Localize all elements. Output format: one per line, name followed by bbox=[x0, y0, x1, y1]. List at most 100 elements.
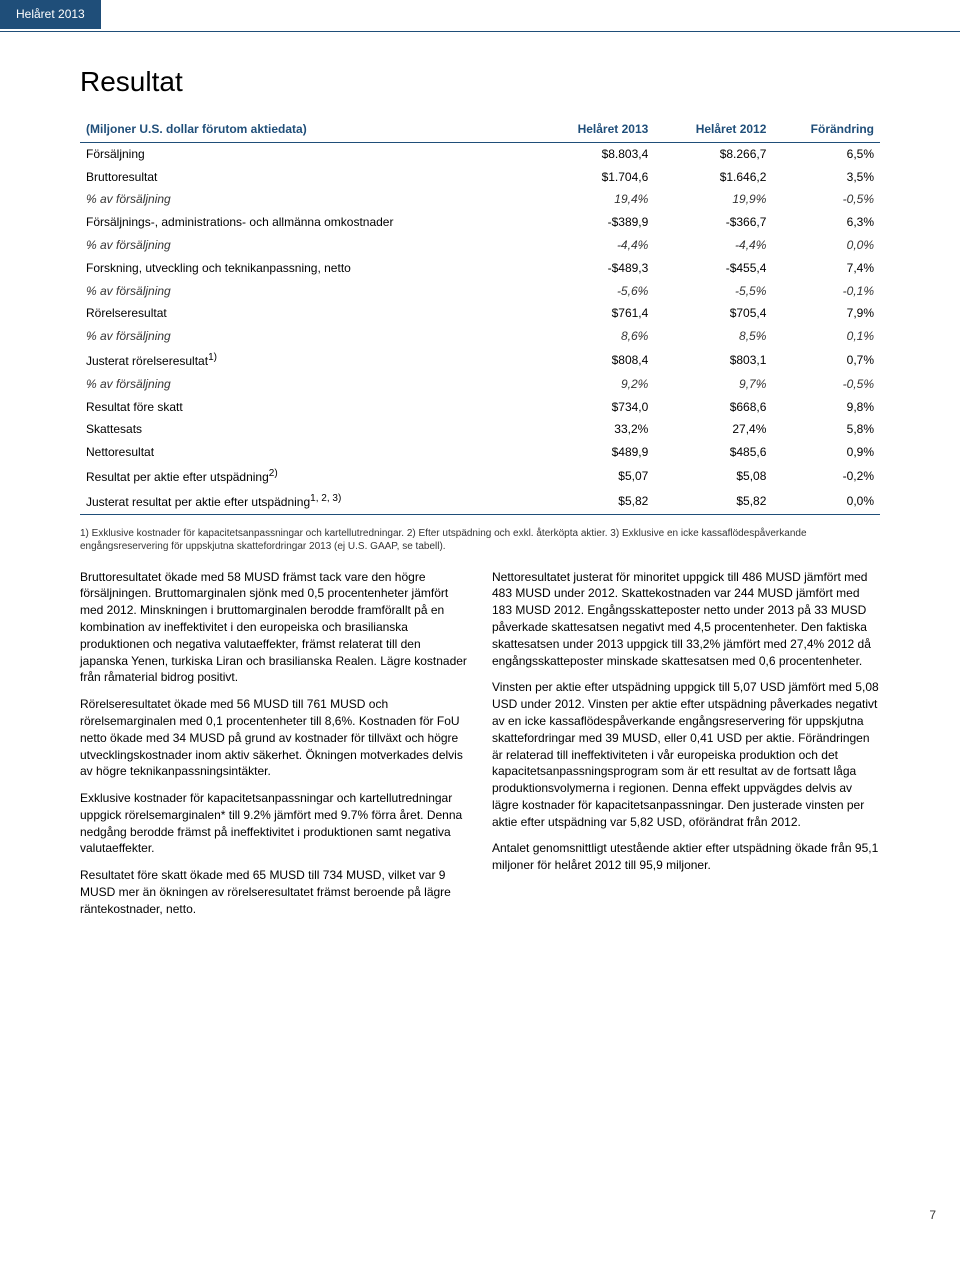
table-row: Resultat före skatt$734,0$668,69,8% bbox=[80, 396, 880, 419]
row-value: 0,1% bbox=[772, 325, 880, 348]
col-header-0: (Miljoner U.S. dollar förutom aktiedata) bbox=[80, 117, 536, 142]
row-value: 9,2% bbox=[536, 373, 654, 396]
left-column: Bruttoresultatet ökade med 58 MUSD främs… bbox=[80, 569, 468, 928]
row-value: $489,9 bbox=[536, 441, 654, 464]
row-value: 3,5% bbox=[772, 166, 880, 189]
body-paragraph: Vinsten per aktie efter utspädning uppgi… bbox=[492, 679, 880, 830]
row-superscript: 1, 2, 3) bbox=[310, 493, 341, 504]
row-value: -4,4% bbox=[654, 234, 772, 257]
col-header-1: Helåret 2013 bbox=[536, 117, 654, 142]
header-rule bbox=[0, 31, 960, 32]
row-label: Nettoresultat bbox=[80, 441, 536, 464]
header-tab: Helåret 2013 bbox=[0, 0, 101, 29]
col-header-3: Förändring bbox=[772, 117, 880, 142]
row-value: 33,2% bbox=[536, 418, 654, 441]
table-row: Rörelseresultat$761,4$705,47,9% bbox=[80, 302, 880, 325]
page-number: 7 bbox=[929, 1207, 936, 1224]
row-value: -$489,3 bbox=[536, 257, 654, 280]
row-value: 19,9% bbox=[654, 188, 772, 211]
row-value: $734,0 bbox=[536, 396, 654, 419]
row-value: $8.803,4 bbox=[536, 142, 654, 165]
table-row: % av försäljning9,2%9,7%-0,5% bbox=[80, 373, 880, 396]
table-row: % av försäljning8,6%8,5%0,1% bbox=[80, 325, 880, 348]
table-row: % av försäljning19,4%19,9%-0,5% bbox=[80, 188, 880, 211]
row-value: 6,3% bbox=[772, 211, 880, 234]
row-value: 27,4% bbox=[654, 418, 772, 441]
row-superscript: 2) bbox=[269, 468, 278, 479]
row-value: 9,7% bbox=[654, 373, 772, 396]
body-paragraph: Rörelseresultatet ökade med 56 MUSD till… bbox=[80, 696, 468, 780]
row-value: 7,9% bbox=[772, 302, 880, 325]
right-column: Nettoresultatet justerat för minoritet u… bbox=[492, 569, 880, 928]
row-value: -0,5% bbox=[772, 188, 880, 211]
row-value: 5,8% bbox=[772, 418, 880, 441]
col-header-2: Helåret 2012 bbox=[654, 117, 772, 142]
row-value: -0,2% bbox=[772, 464, 880, 489]
table-row: Justerat rörelseresultat1)$808,4$803,10,… bbox=[80, 348, 880, 373]
row-label: % av försäljning bbox=[80, 188, 536, 211]
table-footnote: 1) Exklusive kostnader för kapacitetsanp… bbox=[80, 527, 880, 553]
results-table: (Miljoner U.S. dollar förutom aktiedata)… bbox=[80, 117, 880, 515]
row-label: Rörelseresultat bbox=[80, 302, 536, 325]
row-label: Resultat per aktie efter utspädning2) bbox=[80, 464, 536, 489]
row-label: % av försäljning bbox=[80, 280, 536, 303]
row-value: 6,5% bbox=[772, 142, 880, 165]
table-row: Bruttoresultat$1.704,6$1.646,23,5% bbox=[80, 166, 880, 189]
row-value: $5,82 bbox=[654, 489, 772, 514]
body-paragraph: Nettoresultatet justerat för minoritet u… bbox=[492, 569, 880, 670]
body-paragraph: Antalet genomsnittligt utestående aktier… bbox=[492, 840, 880, 874]
row-value: 0,0% bbox=[772, 489, 880, 514]
row-label: Forskning, utveckling och teknikanpassni… bbox=[80, 257, 536, 280]
body-columns: Bruttoresultatet ökade med 58 MUSD främs… bbox=[80, 569, 880, 928]
row-value: $5,08 bbox=[654, 464, 772, 489]
table-row: Resultat per aktie efter utspädning2)$5,… bbox=[80, 464, 880, 489]
row-value: $1.704,6 bbox=[536, 166, 654, 189]
row-value: 8,6% bbox=[536, 325, 654, 348]
row-value: 7,4% bbox=[772, 257, 880, 280]
body-paragraph: Exklusive kostnader för kapacitetsanpass… bbox=[80, 790, 468, 857]
row-value: $803,1 bbox=[654, 348, 772, 373]
row-value: 9,8% bbox=[772, 396, 880, 419]
row-label: Resultat före skatt bbox=[80, 396, 536, 419]
row-label: % av försäljning bbox=[80, 325, 536, 348]
table-row: % av försäljning-5,6%-5,5%-0,1% bbox=[80, 280, 880, 303]
row-value: -$389,9 bbox=[536, 211, 654, 234]
table-row: Nettoresultat$489,9$485,60,9% bbox=[80, 441, 880, 464]
body-paragraph: Resultatet före skatt ökade med 65 MUSD … bbox=[80, 867, 468, 917]
row-value: $485,6 bbox=[654, 441, 772, 464]
row-value: -4,4% bbox=[536, 234, 654, 257]
row-value: 19,4% bbox=[536, 188, 654, 211]
row-label: Bruttoresultat bbox=[80, 166, 536, 189]
row-value: -5,5% bbox=[654, 280, 772, 303]
row-value: $5,82 bbox=[536, 489, 654, 514]
row-value: -$455,4 bbox=[654, 257, 772, 280]
row-value: 0,7% bbox=[772, 348, 880, 373]
row-value: $8.266,7 bbox=[654, 142, 772, 165]
row-value: 0,0% bbox=[772, 234, 880, 257]
row-value: 8,5% bbox=[654, 325, 772, 348]
row-value: $5,07 bbox=[536, 464, 654, 489]
row-label: Justerat resultat per aktie efter utspäd… bbox=[80, 489, 536, 514]
row-label: Försäljning bbox=[80, 142, 536, 165]
table-row: Skattesats33,2%27,4%5,8% bbox=[80, 418, 880, 441]
row-value: $808,4 bbox=[536, 348, 654, 373]
row-label: Skattesats bbox=[80, 418, 536, 441]
row-value: 0,9% bbox=[772, 441, 880, 464]
row-value: $705,4 bbox=[654, 302, 772, 325]
row-value: $761,4 bbox=[536, 302, 654, 325]
table-row: % av försäljning-4,4%-4,4%0,0% bbox=[80, 234, 880, 257]
row-value: -0,5% bbox=[772, 373, 880, 396]
row-value: -5,6% bbox=[536, 280, 654, 303]
row-label: % av försäljning bbox=[80, 234, 536, 257]
row-label: % av försäljning bbox=[80, 373, 536, 396]
row-superscript: 1) bbox=[208, 352, 217, 363]
row-value: -$366,7 bbox=[654, 211, 772, 234]
page-title: Resultat bbox=[80, 62, 880, 101]
table-row: Justerat resultat per aktie efter utspäd… bbox=[80, 489, 880, 514]
row-value: -0,1% bbox=[772, 280, 880, 303]
row-label: Justerat rörelseresultat1) bbox=[80, 348, 536, 373]
table-row: Försäljning$8.803,4$8.266,76,5% bbox=[80, 142, 880, 165]
row-label: Försäljnings-, administrations- och allm… bbox=[80, 211, 536, 234]
table-row: Försäljnings-, administrations- och allm… bbox=[80, 211, 880, 234]
row-value: $668,6 bbox=[654, 396, 772, 419]
